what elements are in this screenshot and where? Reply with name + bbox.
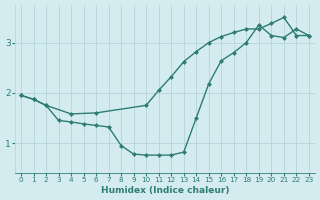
X-axis label: Humidex (Indice chaleur): Humidex (Indice chaleur) (101, 186, 229, 195)
